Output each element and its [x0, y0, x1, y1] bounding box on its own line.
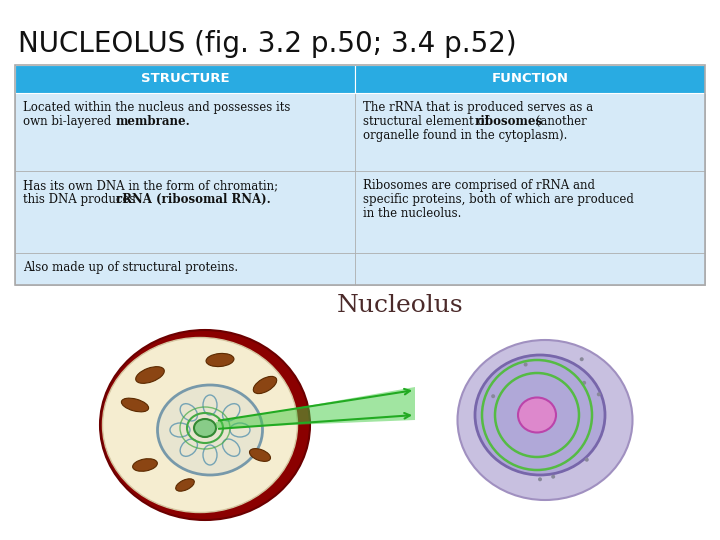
- Ellipse shape: [158, 385, 263, 475]
- Text: Ribosomes are comprised of rRNA and: Ribosomes are comprised of rRNA and: [363, 179, 595, 192]
- Ellipse shape: [102, 338, 297, 512]
- FancyBboxPatch shape: [15, 93, 355, 171]
- Text: in the nucleolus.: in the nucleolus.: [363, 207, 462, 220]
- Text: FUNCTION: FUNCTION: [492, 72, 569, 85]
- Text: ribosomes: ribosomes: [475, 115, 543, 128]
- Polygon shape: [216, 387, 415, 428]
- Text: membrane.: membrane.: [116, 115, 191, 128]
- Text: structural element of: structural element of: [363, 115, 492, 128]
- Text: Has its own DNA in the form of chromatin;: Has its own DNA in the form of chromatin…: [23, 179, 278, 192]
- Text: organelle found in the cytoplasm).: organelle found in the cytoplasm).: [363, 129, 567, 142]
- Ellipse shape: [475, 355, 605, 475]
- Text: NUCLEOLUS (fig. 3.2 p.50; 3.4 p.52): NUCLEOLUS (fig. 3.2 p.50; 3.4 p.52): [18, 30, 517, 58]
- FancyBboxPatch shape: [355, 171, 705, 253]
- Text: specific proteins, both of which are produced: specific proteins, both of which are pro…: [363, 193, 634, 206]
- Ellipse shape: [253, 376, 276, 394]
- Circle shape: [582, 381, 586, 385]
- Ellipse shape: [518, 397, 556, 433]
- Circle shape: [491, 394, 495, 398]
- FancyBboxPatch shape: [355, 253, 705, 285]
- Ellipse shape: [135, 367, 164, 383]
- FancyBboxPatch shape: [355, 93, 705, 171]
- Text: rRNA (ribosomal RNA).: rRNA (ribosomal RNA).: [116, 193, 271, 206]
- Circle shape: [552, 475, 555, 478]
- Text: The rRNA that is produced serves as a: The rRNA that is produced serves as a: [363, 101, 593, 114]
- Ellipse shape: [457, 340, 632, 500]
- Text: own bi-layered: own bi-layered: [23, 115, 115, 128]
- Ellipse shape: [122, 398, 148, 412]
- Ellipse shape: [100, 330, 310, 520]
- FancyBboxPatch shape: [15, 253, 355, 285]
- Text: STRUCTURE: STRUCTURE: [140, 72, 229, 85]
- Circle shape: [597, 393, 600, 396]
- Text: this DNA produces: this DNA produces: [23, 193, 139, 206]
- Text: Also made up of structural proteins.: Also made up of structural proteins.: [23, 261, 238, 274]
- Text: Nucleolus: Nucleolus: [337, 294, 463, 317]
- Circle shape: [538, 477, 542, 481]
- Ellipse shape: [176, 479, 194, 491]
- Ellipse shape: [132, 458, 158, 471]
- Circle shape: [523, 362, 528, 367]
- Ellipse shape: [194, 419, 216, 437]
- Ellipse shape: [250, 449, 271, 461]
- Ellipse shape: [206, 353, 234, 367]
- FancyBboxPatch shape: [15, 65, 355, 93]
- Text: Located within the nucleus and possesses its: Located within the nucleus and possesses…: [23, 101, 290, 114]
- Text: (another: (another: [532, 115, 587, 128]
- Circle shape: [585, 458, 589, 462]
- Circle shape: [580, 357, 584, 361]
- FancyBboxPatch shape: [355, 65, 705, 93]
- FancyBboxPatch shape: [15, 171, 355, 253]
